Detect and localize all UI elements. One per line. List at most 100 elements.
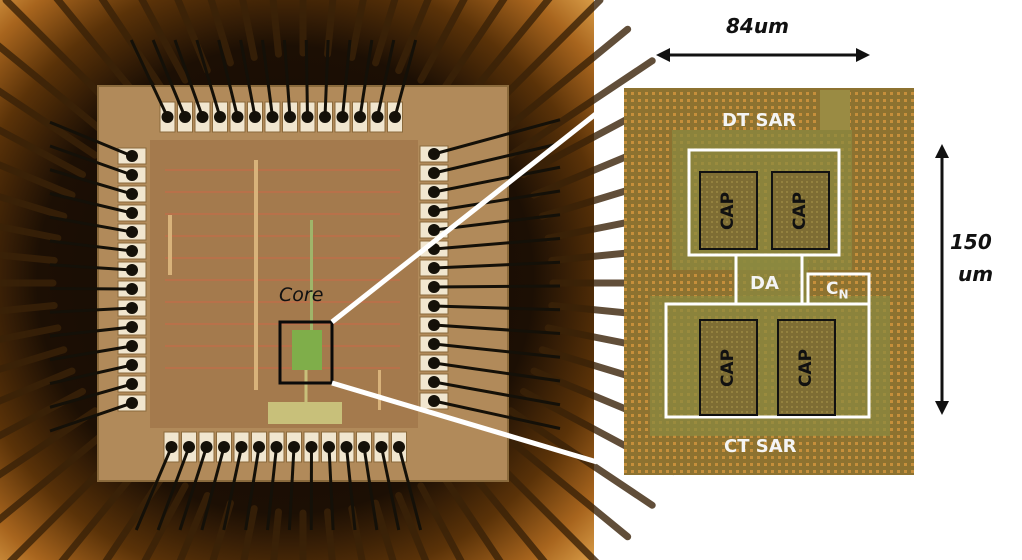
bond-wire <box>433 342 561 359</box>
bond-wire <box>433 284 561 289</box>
bond-wire <box>433 237 561 251</box>
height-dimension-unit: um <box>958 262 994 286</box>
metal-bus <box>168 215 172 275</box>
lead-finger <box>209 499 234 560</box>
bond-wire <box>178 446 208 531</box>
cap-block-2 <box>771 171 830 250</box>
lead-finger <box>58 457 148 560</box>
bond-wire <box>244 446 261 531</box>
bond-wire <box>49 239 133 253</box>
lead-finger <box>324 508 336 560</box>
cap-label-1: CAP <box>718 191 738 231</box>
lead-finger <box>0 407 99 479</box>
lead-finger <box>0 302 58 315</box>
lead-finger <box>239 0 258 61</box>
bond-wire <box>397 446 423 531</box>
lead-finger <box>438 470 504 560</box>
ct-sar-label: CT SAR <box>724 436 797 457</box>
bond-wire <box>156 446 191 531</box>
bond-wire <box>49 263 133 272</box>
lead-finger <box>0 126 87 179</box>
bond-wire <box>358 39 374 118</box>
dt-sar-label: DT SAR <box>722 110 797 131</box>
bond-wire <box>49 382 133 409</box>
lead-finger <box>0 223 62 242</box>
bond-wire <box>173 39 204 118</box>
lead-finger <box>53 0 148 109</box>
lead-finger <box>0 425 114 524</box>
lead-finger <box>348 505 366 560</box>
bond-wire <box>304 39 309 118</box>
bond-wire <box>222 446 243 531</box>
bond-wire <box>433 380 561 407</box>
lead-finger <box>507 57 656 159</box>
lead-finger <box>458 457 548 560</box>
bond-wire <box>380 446 401 531</box>
bond-wire <box>433 304 561 312</box>
core-label: Core <box>279 284 324 306</box>
height-dimension-arrow <box>935 144 949 415</box>
lead-finger <box>372 499 397 560</box>
bond-wire <box>282 39 292 118</box>
bond-wire <box>376 39 396 118</box>
bond-wire <box>49 325 133 338</box>
bond-wire <box>134 446 173 531</box>
bond-wire <box>362 446 379 531</box>
bond-wire <box>195 39 222 118</box>
lead-finger <box>138 0 189 84</box>
bond-wire <box>49 287 133 291</box>
bond-wire <box>200 446 226 531</box>
metal-bus <box>310 220 313 340</box>
bond-wire <box>261 39 274 118</box>
height-dimension-value: 150 <box>950 230 992 254</box>
lead-finger <box>141 482 189 560</box>
bond-wire <box>266 446 278 531</box>
bond-wire <box>49 168 133 196</box>
bond-wire <box>433 260 561 270</box>
lead-finger <box>438 0 508 96</box>
lead-finger <box>417 0 468 84</box>
lead-finger <box>0 367 76 405</box>
lead-finger <box>348 0 367 61</box>
package-photo <box>0 0 727 560</box>
bond-wire <box>49 401 133 433</box>
lead-finger <box>492 425 632 541</box>
bond-wire <box>239 39 257 118</box>
lead-finger <box>0 161 76 199</box>
bond-wire <box>49 363 133 385</box>
lead-finger <box>0 87 99 159</box>
lead-finger <box>174 0 211 75</box>
bond-wire <box>433 165 561 194</box>
zoom-line-bottom <box>331 380 598 465</box>
lead-finger <box>0 193 68 220</box>
cap-label-4: CAP <box>796 348 816 388</box>
lead-finger <box>372 0 399 67</box>
bond-wire <box>433 399 561 430</box>
bond-wire <box>433 323 561 335</box>
bond-wire <box>433 142 561 175</box>
lead-finger <box>324 0 337 58</box>
core-highlight-box <box>278 320 334 385</box>
bond-wire <box>49 344 133 362</box>
cap-label-3: CAP <box>718 348 738 388</box>
bond-wire <box>323 39 330 118</box>
lead-finger <box>0 324 62 343</box>
width-dimension-arrow <box>656 48 870 62</box>
lead-finger <box>0 42 114 141</box>
bond-wires <box>49 39 561 531</box>
metal-bus <box>378 370 381 410</box>
bond-wire <box>49 120 133 158</box>
bond-wire <box>433 118 561 156</box>
bond-wire <box>49 306 133 314</box>
bond-wire <box>433 189 561 213</box>
bond-wire <box>151 39 187 118</box>
core-zoom-photo <box>624 88 914 475</box>
lead-finger <box>395 0 432 75</box>
bond-wire <box>393 39 418 118</box>
zoom-line-top <box>330 111 599 324</box>
lead-finger <box>207 0 234 67</box>
bond-wire <box>433 361 561 383</box>
bond-wire <box>341 39 352 118</box>
width-dimension-label: 84um <box>726 14 789 38</box>
bond-wire <box>49 144 133 177</box>
